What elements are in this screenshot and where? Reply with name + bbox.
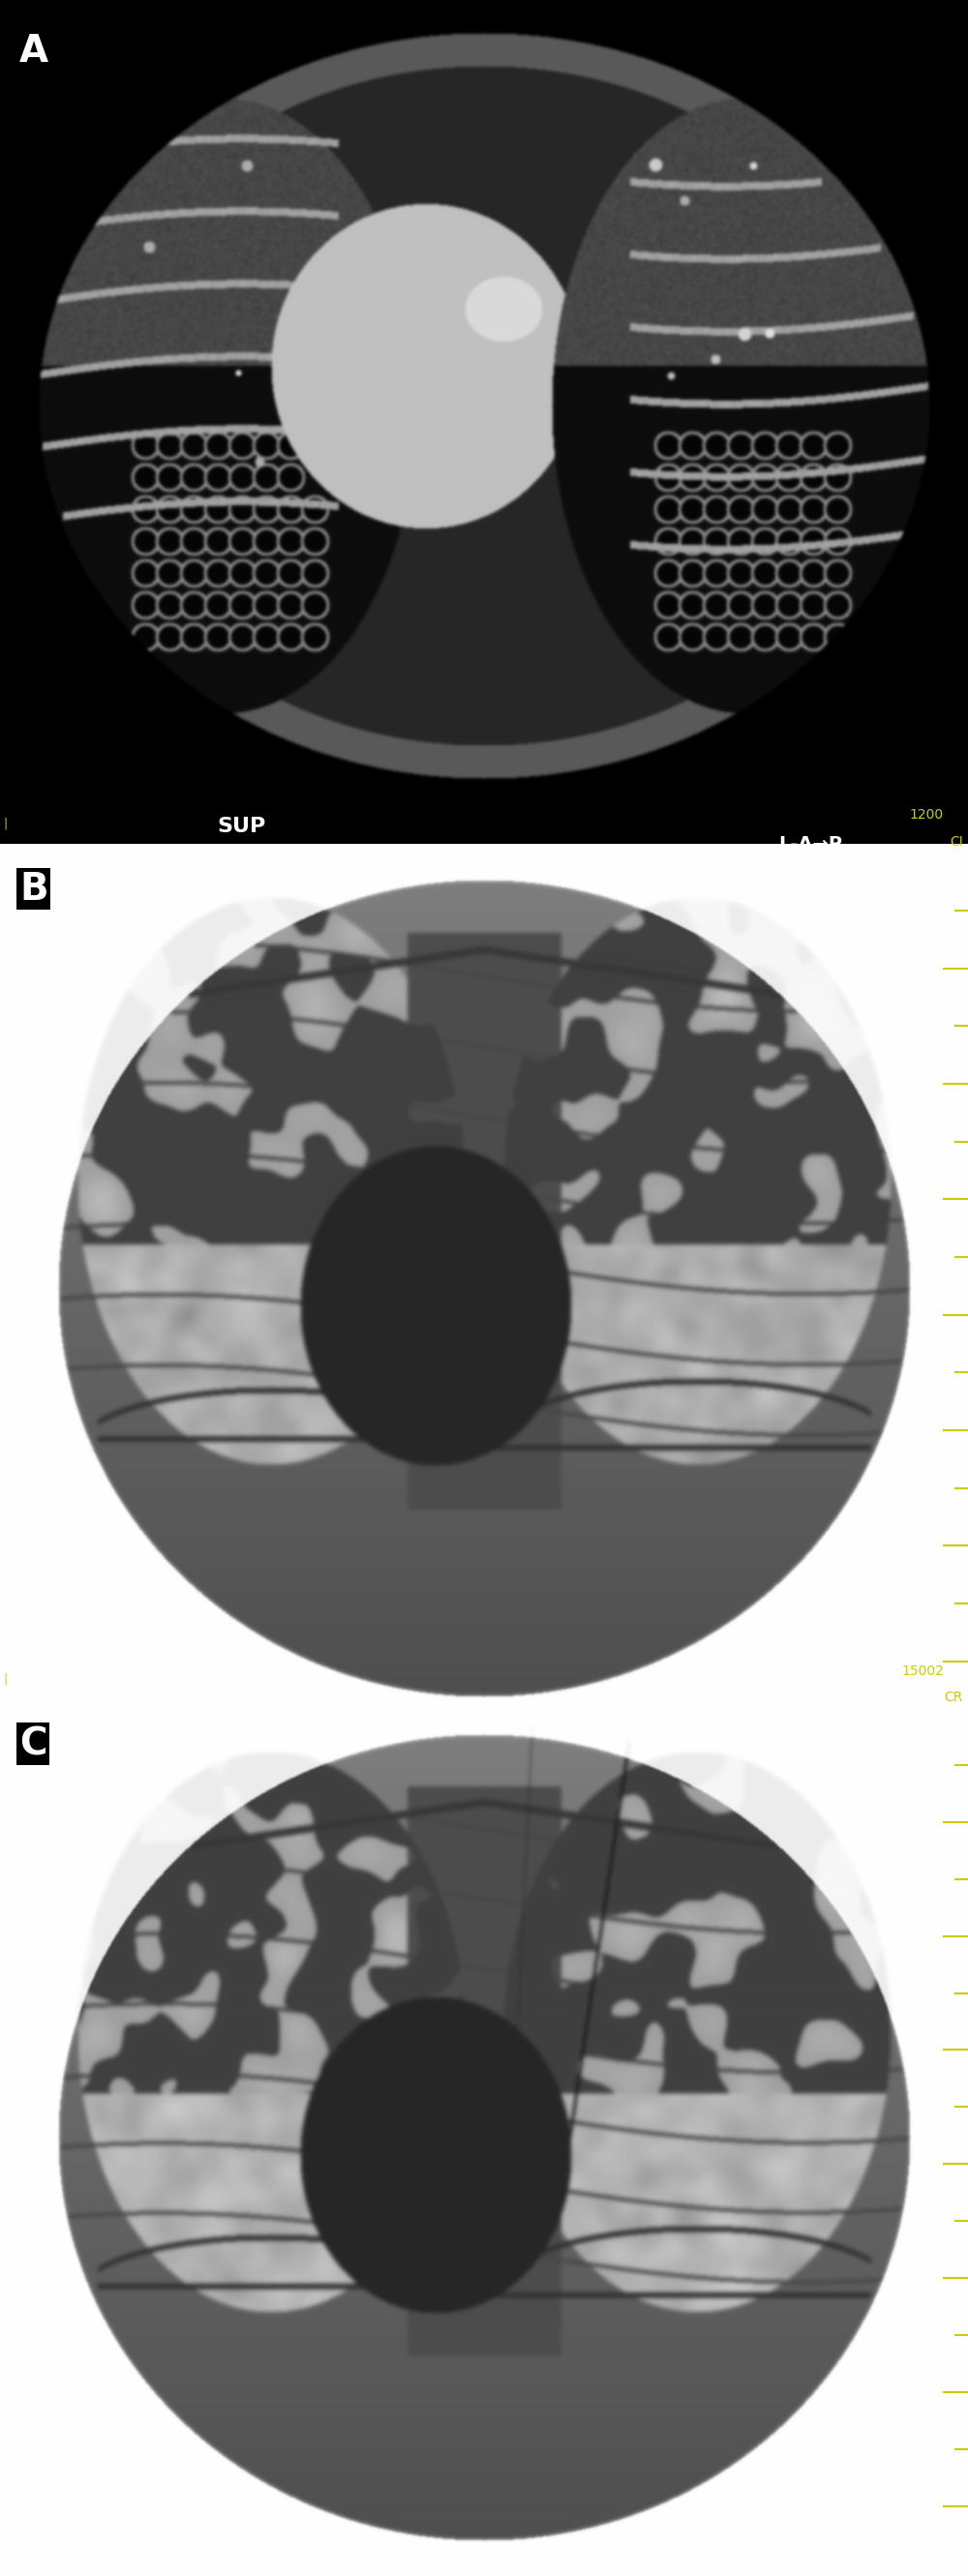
Text: A: A [19,33,48,70]
Text: C: C [19,1726,46,1762]
Text: 1200: 1200 [910,809,944,822]
Text: L-A→P: L-A→P [778,835,842,853]
Text: SUP: SUP [218,817,266,837]
Text: |: | [3,817,7,829]
Text: CR: CR [945,1690,963,1705]
Text: CI: CI [950,835,963,848]
Text: |: | [3,1672,7,1685]
Text: 15002: 15002 [901,1664,944,1677]
Text: B: B [19,871,48,907]
